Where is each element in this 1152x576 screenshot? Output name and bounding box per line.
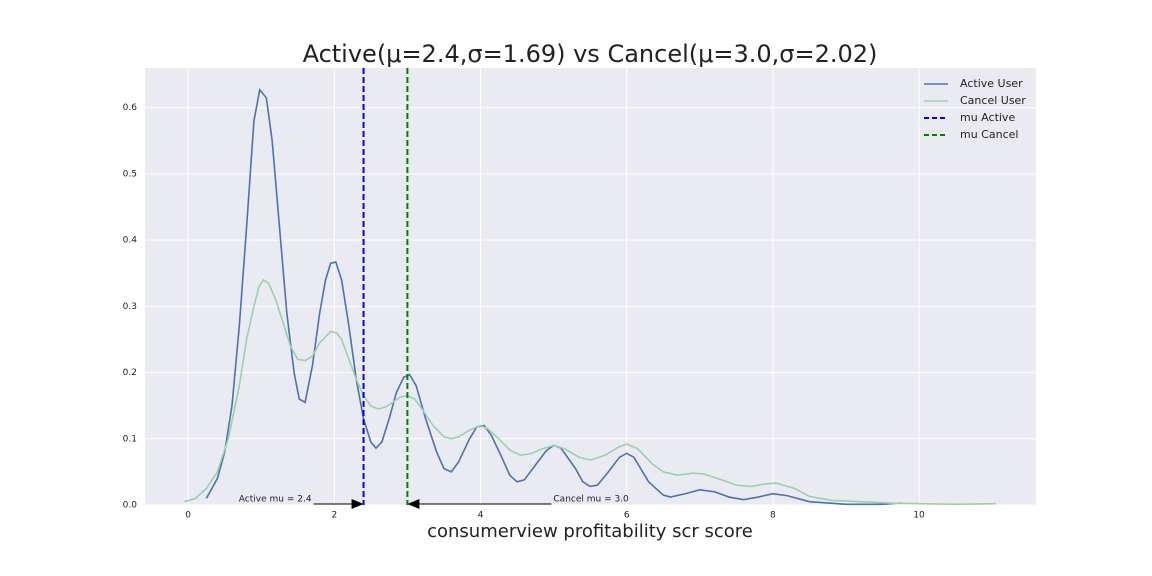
y-tick-label: 0.3: [123, 302, 137, 312]
legend-label: Active User: [960, 77, 1023, 90]
y-tick-label: 0.6: [123, 103, 138, 113]
x-tick-label: 8: [770, 511, 776, 521]
legend-label: Cancel User: [960, 94, 1026, 107]
annotation: Cancel mu = 3.0: [553, 495, 629, 505]
density-line: [205, 88, 901, 506]
legend-label: mu Active: [960, 111, 1015, 124]
x-tick-label: 6: [624, 511, 630, 521]
y-tick-label: 0.2: [123, 368, 137, 378]
chart-title: Active(μ=2.4,σ=1.69) vs Cancel(μ=3.0,σ=2…: [303, 40, 878, 68]
y-tick-label: 0.5: [123, 169, 137, 179]
x-tick-label: 2: [331, 511, 337, 521]
density-line: [184, 278, 996, 506]
annotation-arrowhead: [351, 499, 364, 509]
y-tick-label: 0.0: [123, 501, 138, 511]
y-tick-label: 0.4: [123, 236, 138, 246]
y-tick-label: 0.1: [123, 434, 137, 444]
legend-label: mu Cancel: [960, 128, 1018, 141]
plot-area: [145, 68, 1036, 505]
annotation-arrowhead: [407, 499, 420, 509]
x-axis-label: consumerview profitability scr score: [427, 521, 753, 542]
x-tick-label: 0: [185, 511, 191, 521]
x-tick-label: 10: [913, 511, 925, 521]
annotation: Active mu = 2.4: [239, 495, 312, 505]
x-tick-label: 4: [478, 511, 484, 521]
